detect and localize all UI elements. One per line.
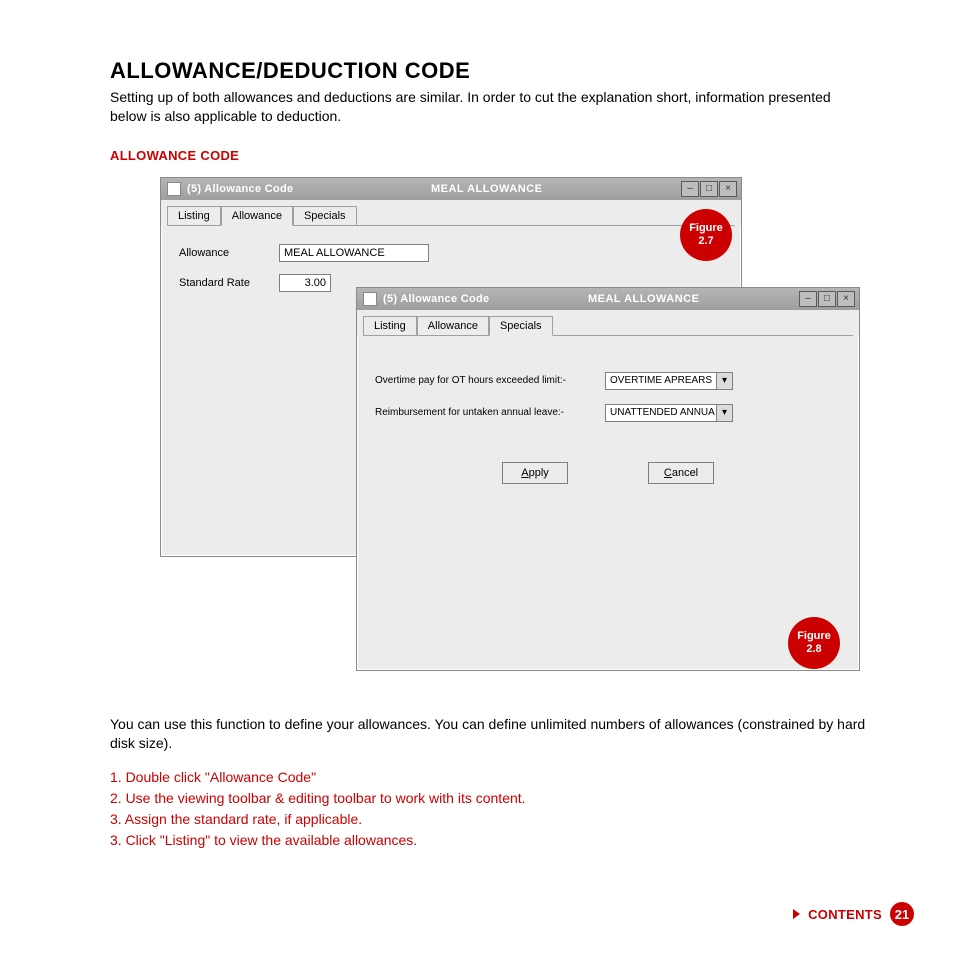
rate-label: Standard Rate	[179, 277, 279, 289]
screenshot-area: (5) Allowance Code MEAL ALLOWANCE – □ × …	[160, 177, 866, 697]
titlebar: (5) Allowance Code MEAL ALLOWANCE – □ ×	[161, 178, 741, 200]
ot-label: Overtime pay for OT hours exceeded limit…	[375, 375, 605, 386]
rate-input[interactable]	[279, 274, 331, 292]
tab-listing[interactable]: Listing	[167, 206, 221, 226]
ot-select-value: OVERTIME APREARS	[610, 375, 712, 386]
triangle-icon	[793, 909, 800, 919]
body-paragraph: You can use this function to define your…	[110, 715, 866, 753]
chevron-down-icon: ▾	[716, 373, 732, 389]
window-icon	[363, 292, 377, 306]
maximize-button[interactable]: □	[818, 291, 836, 307]
leave-select[interactable]: UNATTENDED ANNUA ▾	[605, 404, 733, 422]
tab-allowance[interactable]: Allowance	[221, 206, 293, 226]
footer: CONTENTS 21	[793, 902, 914, 926]
figure-badge-2-7: Figure 2.7	[680, 209, 732, 261]
apply-button[interactable]: Apply	[502, 462, 568, 484]
window-subtitle: MEAL ALLOWANCE	[299, 183, 674, 195]
allowance-input[interactable]	[279, 244, 429, 262]
ot-select[interactable]: OVERTIME APREARS ▾	[605, 372, 733, 390]
minimize-button[interactable]: –	[681, 181, 699, 197]
tab-listing[interactable]: Listing	[363, 316, 417, 336]
minimize-button[interactable]: –	[799, 291, 817, 307]
page-number: 21	[890, 902, 914, 926]
close-button[interactable]: ×	[837, 291, 855, 307]
step-4: 3. Click "Listing" to view the available…	[110, 830, 866, 851]
step-2: 2. Use the viewing toolbar & editing too…	[110, 788, 866, 809]
intro-paragraph: Setting up of both allowances and deduct…	[110, 88, 866, 126]
form-body: Overtime pay for OT hours exceeded limit…	[357, 336, 859, 502]
window-title: (5) Allowance Code	[187, 183, 293, 195]
window-icon	[167, 182, 181, 196]
close-button[interactable]: ×	[719, 181, 737, 197]
window-title: (5) Allowance Code	[383, 293, 489, 305]
window-specials: (5) Allowance Code MEAL ALLOWANCE – □ × …	[356, 287, 860, 671]
contents-link[interactable]: CONTENTS	[808, 907, 882, 922]
leave-select-value: UNATTENDED ANNUA	[610, 407, 715, 418]
tab-allowance[interactable]: Allowance	[417, 316, 489, 336]
figure-badge-2-8: Figure 2.8	[788, 617, 840, 669]
step-3: 3. Assign the standard rate, if applicab…	[110, 809, 866, 830]
tab-row: Listing Allowance Specials	[161, 200, 741, 226]
chevron-down-icon: ▾	[716, 405, 732, 421]
titlebar: (5) Allowance Code MEAL ALLOWANCE – □ ×	[357, 288, 859, 310]
allowance-label: Allowance	[179, 247, 279, 259]
leave-label: Reimbursement for untaken annual leave:-	[375, 407, 605, 418]
step-1: 1. Double click "Allowance Code"	[110, 767, 866, 788]
page-heading: ALLOWANCE/DEDUCTION CODE	[110, 58, 866, 84]
tab-row: Listing Allowance Specials	[357, 310, 859, 336]
tab-specials[interactable]: Specials	[293, 206, 357, 226]
tab-specials[interactable]: Specials	[489, 316, 553, 336]
window-subtitle: MEAL ALLOWANCE	[495, 293, 792, 305]
steps-list: 1. Double click "Allowance Code" 2. Use …	[110, 767, 866, 851]
cancel-button[interactable]: Cancel	[648, 462, 714, 484]
sub-heading: ALLOWANCE CODE	[110, 148, 866, 163]
maximize-button[interactable]: □	[700, 181, 718, 197]
